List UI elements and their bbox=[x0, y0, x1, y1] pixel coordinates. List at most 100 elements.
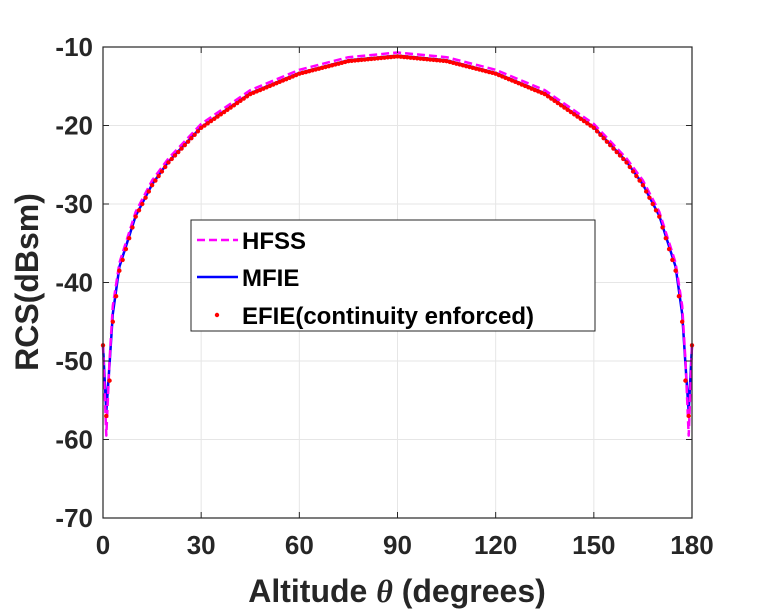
series-efie-continuity-enforced bbox=[100, 54, 695, 419]
efie-data-point bbox=[172, 153, 178, 158]
efie-data-point bbox=[385, 55, 390, 60]
efie-data-point bbox=[169, 156, 174, 162]
efie-data-point bbox=[549, 96, 554, 101]
efie-data-point bbox=[428, 57, 433, 62]
efie-data-point bbox=[555, 100, 561, 106]
efie-data-point bbox=[650, 201, 655, 207]
efie-data-point bbox=[176, 149, 181, 155]
efie-data-point bbox=[159, 169, 165, 174]
tick-marks bbox=[102, 46, 693, 519]
efie-data-point bbox=[120, 257, 125, 263]
y-tick-label: -40 bbox=[55, 268, 93, 298]
efie-data-point bbox=[392, 54, 397, 59]
efie-data-point bbox=[431, 57, 436, 63]
efie-data-point bbox=[205, 121, 210, 126]
efie-data-point bbox=[624, 160, 629, 165]
efie-data-point bbox=[653, 208, 659, 213]
efie-data-point bbox=[421, 56, 426, 62]
efie-data-point bbox=[679, 319, 685, 324]
efie-data-point bbox=[581, 118, 587, 124]
efie-data-point bbox=[372, 56, 377, 61]
efie-data-point bbox=[208, 118, 214, 124]
efie-data-point bbox=[346, 58, 351, 64]
efie-data-point bbox=[591, 125, 597, 131]
efie-data-point bbox=[107, 378, 112, 383]
efie-data-point bbox=[572, 112, 577, 117]
efie-data-point bbox=[634, 173, 639, 179]
efie-data-point bbox=[401, 54, 407, 60]
efie-data-point bbox=[133, 214, 138, 219]
x-tick-label: 90 bbox=[383, 530, 412, 560]
efie-data-point bbox=[185, 139, 191, 144]
legend-label-hfss: HFSS bbox=[242, 228, 306, 255]
efie-data-point bbox=[630, 169, 636, 174]
efie-data-point bbox=[149, 182, 155, 188]
y-tick-label: -60 bbox=[55, 425, 93, 455]
efie-data-point bbox=[660, 225, 665, 230]
efie-data-point bbox=[414, 56, 420, 61]
efie-data-point bbox=[611, 146, 616, 151]
efie-data-point bbox=[234, 100, 240, 106]
efie-data-point bbox=[104, 413, 109, 419]
efie-data-point bbox=[588, 123, 593, 128]
efie-data-point bbox=[362, 57, 367, 62]
efie-data-point bbox=[575, 114, 580, 119]
efie-data-point bbox=[192, 132, 197, 137]
efie-data-point bbox=[198, 125, 204, 131]
efie-data-point bbox=[565, 107, 570, 113]
efie-data-point bbox=[244, 94, 250, 99]
efie-data-point bbox=[189, 136, 194, 141]
efie-data-point bbox=[349, 58, 354, 64]
efie-data-point bbox=[202, 123, 207, 128]
efie-data-point bbox=[405, 55, 410, 60]
legend-swatch-efie bbox=[214, 312, 220, 318]
efie-data-point bbox=[663, 236, 669, 241]
efie-data-point bbox=[604, 139, 610, 144]
efie-data-point bbox=[136, 208, 142, 213]
efie-data-point bbox=[218, 112, 223, 117]
efie-data-point bbox=[231, 103, 237, 108]
legend: HFSS MFIE EFIE(continuity enforced) bbox=[190, 219, 596, 332]
efie-data-point bbox=[375, 56, 381, 61]
efie-data-point bbox=[156, 173, 161, 179]
x-tick-label: 0 bbox=[96, 530, 110, 560]
efie-data-point bbox=[601, 136, 606, 141]
efie-data-point bbox=[378, 55, 384, 61]
efie-data-point bbox=[215, 114, 220, 119]
efie-data-point bbox=[212, 116, 217, 122]
efie-data-point bbox=[146, 189, 152, 194]
y-tick-labels: -10 -20 -30 -40 -50 -60 -70 bbox=[55, 32, 93, 533]
efie-data-point bbox=[562, 105, 567, 110]
x-tick-labels: 0 30 60 90 120 150 180 bbox=[96, 530, 714, 560]
efie-data-point bbox=[110, 319, 116, 324]
efie-data-point bbox=[388, 54, 394, 60]
efie-data-point bbox=[598, 132, 603, 137]
efie-data-point bbox=[637, 178, 642, 183]
efie-data-point bbox=[621, 156, 626, 162]
efie-data-point bbox=[434, 57, 439, 63]
efie-data-point bbox=[545, 94, 551, 99]
efie-data-point bbox=[666, 246, 672, 252]
efie-data-point bbox=[182, 142, 188, 148]
efie-data-point bbox=[126, 236, 132, 241]
x-tick-label: 60 bbox=[285, 530, 314, 560]
efie-data-point bbox=[643, 189, 649, 194]
efie-data-point bbox=[195, 129, 201, 134]
efie-data-point bbox=[568, 109, 574, 115]
x-tick-label: 30 bbox=[187, 530, 216, 560]
efie-data-point bbox=[356, 57, 361, 63]
efie-data-point bbox=[395, 54, 400, 59]
efie-data-point bbox=[123, 246, 129, 252]
efie-data-point bbox=[117, 268, 122, 273]
efie-data-point bbox=[657, 214, 662, 219]
efie-data-point bbox=[424, 57, 430, 62]
x-tick-label: 120 bbox=[474, 530, 517, 560]
legend-label-efie: EFIE(continuity enforced) bbox=[242, 303, 534, 330]
legend-box bbox=[190, 219, 596, 332]
efie-data-point bbox=[627, 164, 633, 170]
efie-data-point bbox=[673, 268, 678, 273]
efie-data-point bbox=[162, 164, 168, 170]
y-tick-label: -70 bbox=[55, 503, 93, 533]
efie-data-point bbox=[143, 195, 148, 200]
